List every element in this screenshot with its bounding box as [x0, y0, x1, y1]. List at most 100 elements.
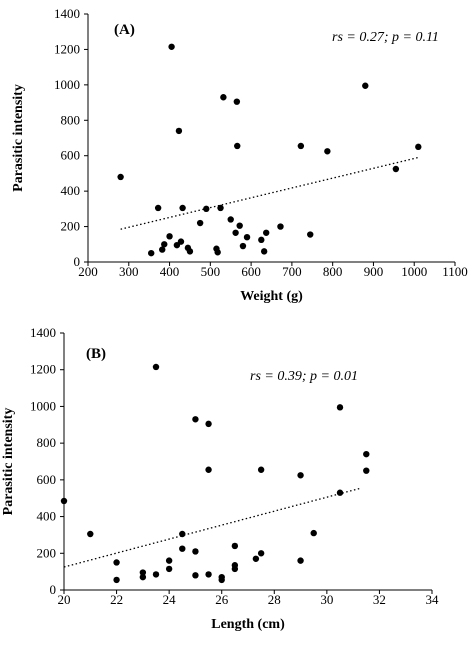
- data-point: [179, 545, 186, 552]
- data-point: [165, 565, 173, 573]
- x-tick-label: 34: [426, 592, 440, 607]
- x-axis-label: Length (cm): [211, 617, 285, 632]
- y-tick-label: 600: [37, 472, 57, 487]
- y-tick-label: 800: [61, 112, 81, 127]
- data-point: [363, 467, 370, 474]
- data-point: [297, 557, 304, 564]
- data-point: [192, 548, 199, 555]
- data-point: [117, 173, 124, 181]
- data-point: [363, 450, 370, 458]
- trendline: [120, 156, 419, 230]
- x-tick-label: 1000: [401, 264, 427, 279]
- data-point: [262, 229, 270, 236]
- x-tick-label: 32: [373, 592, 386, 607]
- data-point: [231, 565, 239, 573]
- data-point: [152, 363, 160, 371]
- data-point: [415, 143, 422, 151]
- data-point: [362, 82, 369, 89]
- x-tick-label: 20: [58, 592, 71, 607]
- data-point: [179, 204, 186, 212]
- data-point: [257, 466, 265, 473]
- y-tick-label: 200: [61, 219, 81, 234]
- data-point: [233, 98, 241, 105]
- data-point: [310, 529, 317, 537]
- data-point: [148, 249, 155, 257]
- data-point: [336, 404, 344, 411]
- data-point: [234, 142, 241, 150]
- y-tick-label: 1400: [30, 325, 56, 340]
- data-point: [113, 576, 120, 584]
- data-point: [220, 94, 227, 101]
- data-point: [192, 416, 199, 423]
- y-tick-label: 400: [37, 509, 57, 524]
- y-axis-label: Parasitic intensity: [1, 408, 16, 516]
- data-point: [205, 571, 212, 578]
- data-point: [186, 248, 194, 255]
- data-point: [168, 43, 175, 50]
- x-tick-label: 1100: [442, 264, 468, 279]
- data-point: [277, 223, 284, 230]
- correlation-annotation: rs = 0.27; p = 0.11: [332, 30, 439, 45]
- x-tick-label: 700: [282, 264, 302, 279]
- data-point: [260, 248, 268, 255]
- data-point: [154, 204, 162, 212]
- data-point: [192, 572, 199, 579]
- data-point: [165, 557, 173, 564]
- data-point: [113, 559, 120, 566]
- data-point: [297, 142, 305, 150]
- x-axis-label: Weight (g): [240, 289, 303, 304]
- panel-label: (A): [114, 22, 135, 38]
- data-point: [205, 466, 212, 473]
- x-tick-label: 900: [364, 264, 384, 279]
- x-tick-label: 500: [201, 264, 221, 279]
- x-tick-label: 400: [160, 264, 180, 279]
- panel-label: (B): [86, 346, 106, 362]
- data-point: [243, 234, 251, 241]
- data-point: [324, 148, 331, 155]
- x-tick-label: 22: [110, 592, 123, 607]
- data-point: [307, 231, 314, 238]
- x-tick-label: 28: [268, 592, 281, 607]
- data-point: [214, 249, 221, 256]
- data-point: [297, 472, 304, 479]
- y-tick-label: 1200: [54, 41, 80, 56]
- data-point: [159, 246, 166, 253]
- data-point: [139, 569, 147, 576]
- x-tick-label: 600: [241, 264, 261, 279]
- data-point: [217, 204, 224, 212]
- data-point: [336, 489, 344, 496]
- data-point: [236, 222, 243, 229]
- y-axis-label: Parasitic intensity: [11, 84, 26, 192]
- y-tick-label: 0: [74, 254, 81, 269]
- data-point: [239, 242, 247, 250]
- data-point: [60, 497, 68, 505]
- y-tick-label: 0: [50, 582, 57, 597]
- x-tick-label: 200: [78, 264, 98, 279]
- data-point: [179, 530, 186, 538]
- y-tick-label: 1400: [54, 6, 80, 21]
- y-tick-label: 1200: [30, 362, 56, 377]
- data-point: [152, 571, 160, 578]
- data-point: [196, 219, 204, 227]
- trendline: [63, 487, 362, 568]
- x-tick-label: 24: [163, 592, 177, 607]
- y-tick-label: 400: [61, 183, 81, 198]
- data-point: [177, 238, 185, 245]
- data-point: [175, 127, 183, 135]
- panel-b: 0 200 400 600 800 1000 1200 1400 20 22 24 26 28 30 32 3…: [1, 325, 439, 632]
- data-point: [258, 236, 265, 244]
- data-point: [87, 530, 94, 538]
- data-point: [203, 205, 210, 213]
- x-tick-label: 26: [215, 592, 229, 607]
- y-tick-label: 1000: [54, 77, 80, 92]
- x-tick-label: 800: [323, 264, 343, 279]
- data-point: [161, 241, 168, 248]
- data-point: [257, 550, 265, 557]
- y-tick-label: 200: [37, 545, 57, 560]
- data-point: [231, 542, 239, 550]
- data-point: [139, 573, 147, 581]
- data-point: [205, 420, 212, 428]
